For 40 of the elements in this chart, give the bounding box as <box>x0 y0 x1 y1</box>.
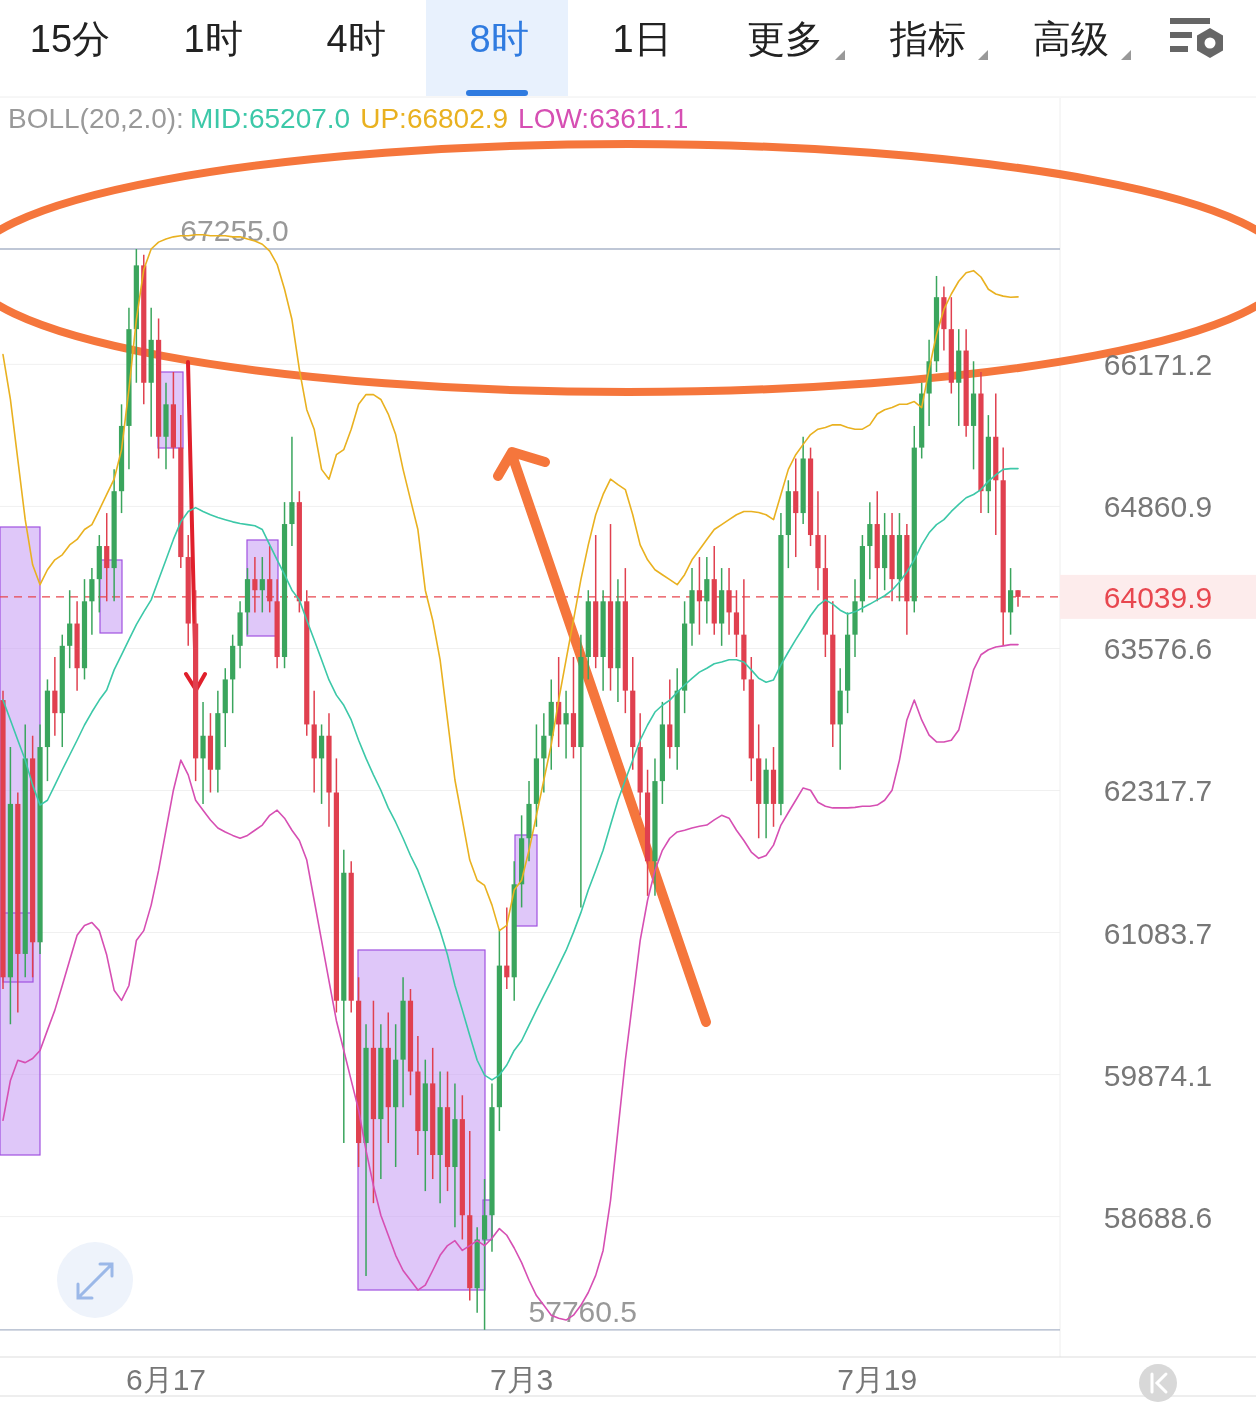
candlestick <box>200 701 206 805</box>
candlestick <box>793 457 799 558</box>
candlestick <box>704 556 710 625</box>
text: 高级 <box>1033 18 1109 60</box>
candlestick <box>67 589 73 669</box>
y-tick-label: 62317.7 <box>1103 774 1213 808</box>
text: 15分 <box>29 18 111 60</box>
x-tick-label: 7月3 <box>489 1363 554 1396</box>
y-tick-label: 61083.7 <box>1103 916 1213 950</box>
text: 1日 <box>612 18 672 60</box>
text: 8时 <box>469 18 529 60</box>
y-tick-label: 64860.9 <box>1103 490 1213 524</box>
candlestick <box>1007 567 1014 636</box>
line-series <box>2 467 1019 1081</box>
candlestick <box>504 906 510 990</box>
candlestick <box>667 678 673 760</box>
candlestick <box>259 556 265 614</box>
text: UP:66802.9 <box>360 103 509 134</box>
x-tick-label: 7月19 <box>837 1363 918 1396</box>
candlestick <box>318 723 325 805</box>
y-tick-label: 58688.6 <box>1103 1200 1213 1234</box>
candlestick <box>89 567 95 636</box>
y-tick-label: 63576.6 <box>1103 632 1213 666</box>
line-series <box>2 643 1019 1321</box>
candlestick <box>52 656 58 737</box>
candlestick <box>867 501 873 580</box>
y-tick-label: 59874.1 <box>1103 1058 1213 1092</box>
text: MID:65207.0 <box>189 103 351 134</box>
text: LOW:63611.1 <box>518 103 689 134</box>
text: 更多 <box>747 18 823 60</box>
text: 4时 <box>326 18 386 60</box>
candlestick <box>289 436 295 547</box>
text: 1时 <box>183 18 243 60</box>
ref-line-label: 64039.9 <box>1103 580 1213 614</box>
candlestick <box>541 712 547 794</box>
y-tick-label: 66171.2 <box>1103 348 1213 382</box>
candlestick <box>563 689 569 760</box>
text: 指标 <box>889 18 966 60</box>
x-tick-label: 6月17 <box>125 1363 207 1396</box>
legend-title: BOLL(20,2.0): <box>8 103 184 134</box>
